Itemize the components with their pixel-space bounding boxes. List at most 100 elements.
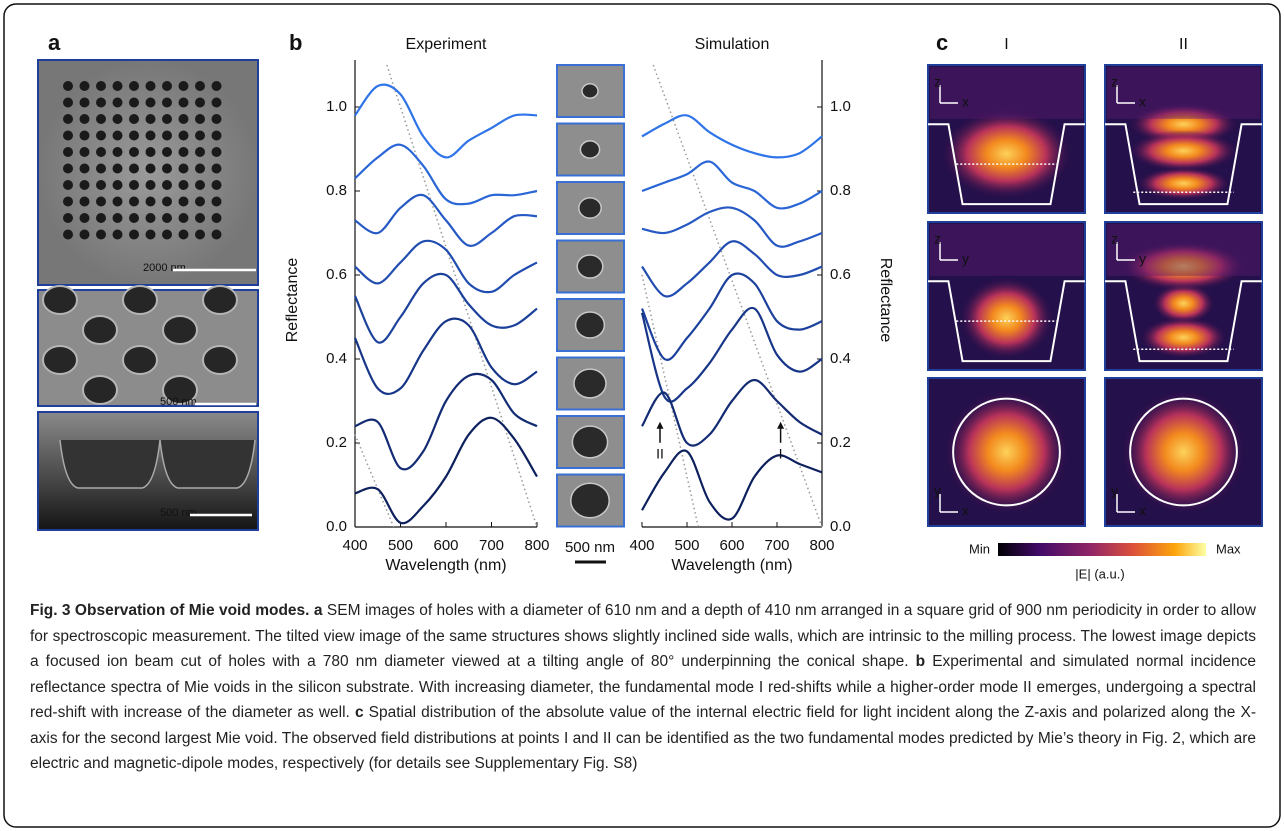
x-tick-label: 400 (342, 537, 367, 554)
hole (79, 163, 90, 174)
hole (178, 180, 189, 190)
hole (178, 114, 189, 124)
arrow-head (656, 421, 664, 429)
y-tick-label: 0.0 (830, 518, 851, 535)
hole (129, 114, 139, 124)
hole (129, 180, 139, 190)
hole (129, 81, 139, 91)
hole (82, 315, 118, 345)
spectrum-line (354, 143, 538, 206)
y-tick-label: 0.8 (326, 182, 347, 199)
hole (162, 114, 172, 124)
caption-title: Fig. 3 Observation of Mie void modes. (30, 602, 310, 619)
hole (211, 114, 222, 124)
hole (96, 147, 106, 157)
hole (162, 180, 172, 190)
caption-label: a (313, 602, 323, 619)
spectrum-line (641, 240, 823, 298)
hole (145, 114, 156, 124)
hole (178, 147, 189, 157)
hole (63, 147, 73, 157)
outer-border (3, 3, 1281, 828)
colorbar (998, 543, 1206, 556)
hole (96, 163, 106, 174)
axis-glyph-label: y (1111, 483, 1118, 499)
hole (162, 81, 172, 91)
spectrum-line (354, 416, 538, 525)
panel-label: a (48, 30, 61, 55)
scale-bar-label: 500 nm (160, 507, 197, 519)
y-tick-label: 0.8 (830, 182, 851, 199)
field-top (930, 67, 1083, 119)
panel-a: a 2000 nm 500 nm 500 nm (37, 30, 259, 531)
hole (82, 375, 118, 405)
field-blob (1152, 282, 1215, 325)
inset-hole (571, 425, 609, 459)
y-tick-label: 0.0 (326, 518, 347, 535)
spectrum-line (353, 317, 538, 396)
hole (195, 196, 205, 207)
hole (178, 97, 189, 108)
hole (162, 97, 172, 108)
hole (195, 114, 205, 124)
y-axis-label: Reflectance (877, 258, 894, 343)
caption-text: Spatial distribution of the absolute val… (30, 704, 1257, 772)
hole (112, 196, 123, 207)
hole (63, 196, 73, 207)
axis-glyph-label: x (962, 503, 969, 519)
chart-title: Experiment (406, 36, 487, 53)
x-tick-label: 400 (629, 537, 654, 554)
hole (195, 163, 205, 174)
hole (202, 345, 238, 375)
hole (211, 213, 222, 223)
axis-glyph-label: z (1111, 74, 1118, 90)
field-top (1107, 224, 1260, 276)
field-blob (1120, 389, 1247, 515)
hole (63, 180, 73, 190)
colorbar-min: Min (969, 541, 990, 556)
x-tick-label: 500 (388, 537, 413, 554)
hole (112, 213, 123, 223)
panel-label: b (289, 30, 302, 55)
void-profile (59, 439, 161, 489)
caption-label: c (354, 704, 364, 721)
hole (162, 213, 172, 223)
chart-title: Simulation (695, 36, 770, 53)
hole (63, 81, 73, 91)
hole (122, 345, 158, 375)
hole (211, 180, 222, 190)
axis-glyph-label: z (934, 231, 941, 247)
hole (145, 147, 156, 157)
scale-bar-label: 2000 nm (143, 262, 186, 274)
hole (145, 130, 156, 141)
guide-line (354, 434, 395, 528)
column-label: II (1179, 36, 1188, 53)
spectrum-line (641, 378, 823, 447)
hole (79, 196, 90, 207)
axis-glyph-label: y (1139, 251, 1146, 267)
y-tick-label: 1.0 (830, 98, 851, 115)
column-label: I (1004, 36, 1008, 53)
hole (63, 229, 73, 240)
hole (96, 114, 106, 124)
spectrum-line (641, 114, 823, 159)
x-tick-label: 600 (433, 537, 458, 554)
hole (195, 81, 205, 91)
y-tick-label: 0.4 (830, 350, 851, 367)
hole (145, 97, 156, 108)
void-outline (1129, 397, 1238, 507)
x-tick-label: 700 (479, 537, 504, 554)
hole (145, 213, 156, 223)
x-axis-label: Wavelength (nm) (385, 557, 506, 574)
hole (145, 196, 156, 207)
hole (211, 97, 222, 108)
hole (145, 163, 156, 174)
hole (63, 130, 73, 141)
inset-hole (581, 83, 599, 99)
hole (129, 147, 139, 157)
hole (162, 130, 172, 141)
hole (129, 213, 139, 223)
inset-hole (576, 254, 604, 279)
inset-image (556, 122, 625, 177)
